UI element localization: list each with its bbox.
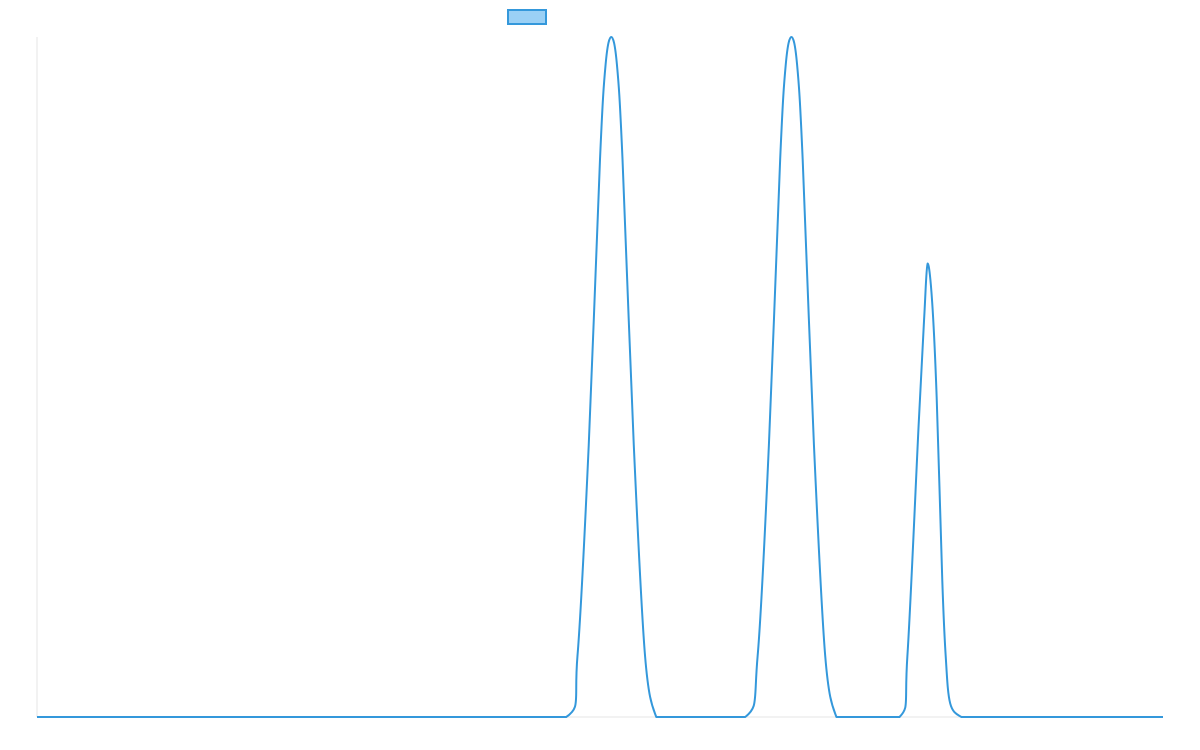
series-line-0	[36, 36, 1163, 719]
legend-swatch[interactable]	[507, 9, 547, 25]
series-group	[36, 36, 1163, 719]
